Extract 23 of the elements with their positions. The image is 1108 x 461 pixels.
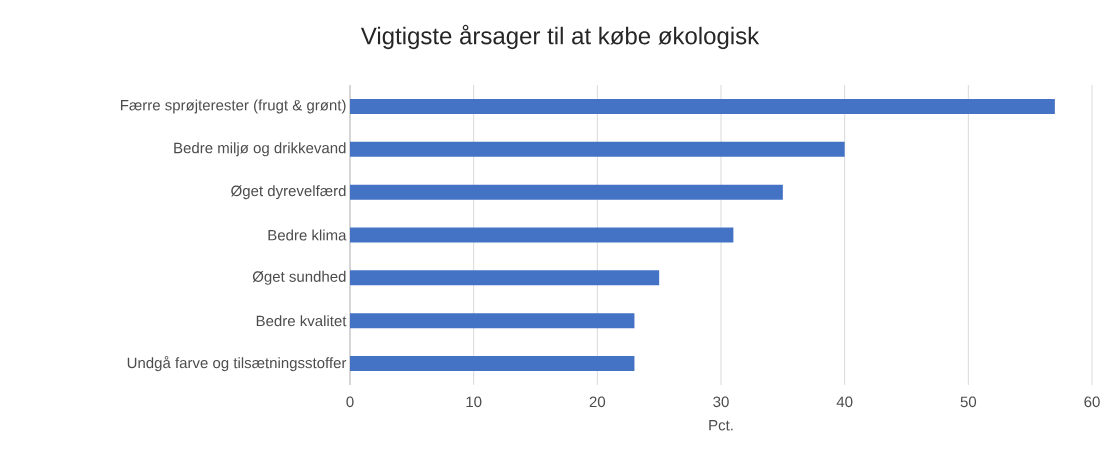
x-tick-label: 60 bbox=[1084, 396, 1100, 408]
y-tick-label: Bedre kvalitet bbox=[256, 315, 347, 327]
y-tick-label: Bedre klima bbox=[268, 229, 347, 241]
bar bbox=[350, 141, 845, 157]
x-tick-label: 20 bbox=[589, 396, 606, 408]
x-tick-label: 0 bbox=[346, 396, 354, 408]
x-tick-label: 40 bbox=[836, 396, 853, 408]
y-tick-label: Færre sprøjterester (frugt & grønt) bbox=[120, 99, 346, 114]
bar bbox=[350, 227, 734, 243]
bar bbox=[350, 184, 783, 200]
x-axis-title: Pct. bbox=[709, 420, 733, 431]
x-tick-label: 50 bbox=[960, 396, 977, 408]
bar bbox=[350, 98, 1055, 114]
y-tick-label: Bedre miljø og drikkevand bbox=[174, 142, 346, 157]
y-tick-label: Øget sundhed bbox=[252, 270, 346, 285]
y-tick-label: Øget dyrevelfærd bbox=[231, 185, 346, 200]
bar bbox=[350, 270, 660, 286]
x-tick-label: 30 bbox=[713, 396, 729, 408]
chart-title: Vigtigste årsager til at købe økologisk bbox=[360, 24, 760, 50]
x-tick-label: 10 bbox=[466, 396, 482, 408]
bar bbox=[350, 356, 635, 372]
y-tick-label: Undgå farve og tilsætningsstoffer bbox=[127, 355, 347, 372]
bar bbox=[350, 313, 635, 329]
